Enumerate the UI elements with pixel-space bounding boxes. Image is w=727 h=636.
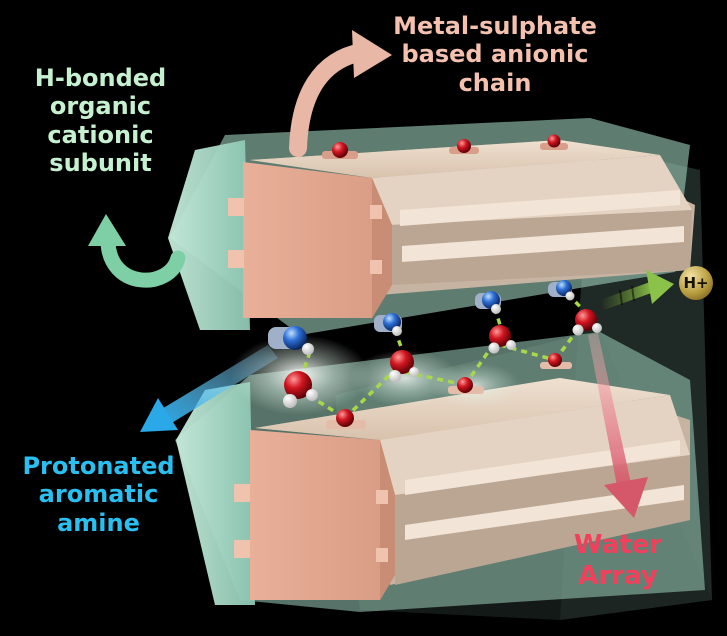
- protonated-label-line: Protonated: [22, 452, 175, 480]
- hydrogen-atom: [302, 343, 314, 355]
- h-bonded-label-line: subunit: [49, 148, 152, 177]
- amine-nh-group: [548, 280, 575, 301]
- metal-sulphate-label-line: chain: [458, 68, 532, 97]
- amine-groups: [268, 280, 575, 355]
- oxygen-atom: [336, 409, 354, 427]
- water-array: [283, 309, 602, 408]
- upper-sulphate-oxygens: [322, 134, 568, 159]
- water-array-label: Water Array: [548, 530, 688, 591]
- h-bonded-label-line: cationic: [47, 120, 154, 149]
- h-bonded-cationic-subunit-label: H-bonded organic cationic subunit: [8, 64, 193, 177]
- metal-sulphate-label-line: based anionic: [401, 40, 589, 69]
- hydrogen-atom: [491, 304, 501, 314]
- hydrogen-atom: [392, 326, 402, 336]
- water-label-line: Array: [578, 560, 658, 591]
- protonated-label-line: aromatic: [38, 480, 159, 509]
- metal-sulphate-label-line: Metal-sulphate: [393, 12, 597, 40]
- oxygen-atom: [547, 134, 561, 148]
- cationic-subunit-arrow: [88, 214, 186, 288]
- metal-sulphate-arrow: [289, 30, 392, 157]
- proton-badge: H+: [679, 266, 713, 300]
- protonated-label-line: amine: [57, 508, 140, 537]
- amine-nh-group: [268, 326, 314, 355]
- proton-transport-arrow: [600, 270, 674, 310]
- h-bonded-label-line: organic: [49, 92, 152, 121]
- h-bonded-label-line: H-bonded: [34, 64, 167, 92]
- water-label-line: Water: [573, 530, 663, 560]
- nitrogen-atom: [283, 326, 307, 350]
- protonated-aromatic-amine-label: Protonated aromatic amine: [6, 452, 191, 537]
- metal-sulphate-chain-label: Metal-sulphate based anionic chain: [360, 12, 630, 97]
- water-array-arrow: [588, 333, 648, 518]
- oxygen-atom: [332, 142, 348, 158]
- water-molecule: [572, 309, 602, 336]
- protonated-amine-arrow: [140, 345, 278, 432]
- water-molecule: [488, 325, 516, 354]
- water-molecule: [389, 350, 419, 382]
- oxygen-atom: [457, 139, 471, 153]
- amine-nh-group: [475, 291, 501, 314]
- hydrogen-atom: [565, 291, 575, 301]
- oxygen-atom: [457, 377, 473, 393]
- amine-nh-group: [374, 313, 402, 336]
- oxygen-atom: [548, 353, 562, 367]
- water-molecule: [283, 371, 318, 408]
- lower-sulphate-oxygens: [326, 353, 572, 429]
